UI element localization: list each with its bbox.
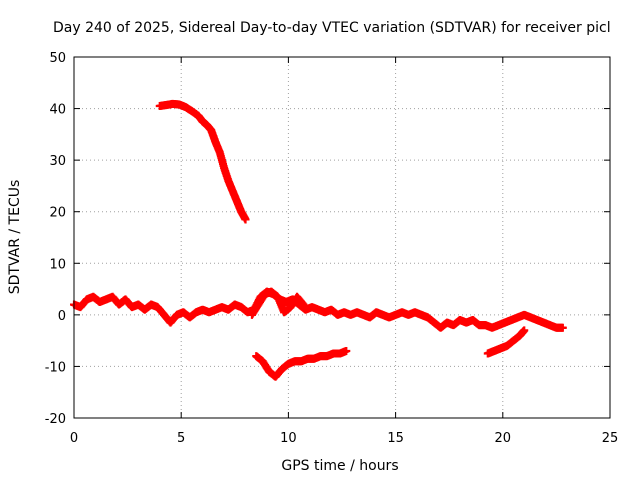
x-tick-label: 20	[495, 431, 512, 446]
x-tick-label: 5	[177, 431, 185, 446]
plot-frame	[73, 56, 611, 419]
data-point	[520, 326, 529, 335]
y-tick-label: -20	[45, 412, 66, 427]
data-point	[342, 346, 351, 355]
series-arc-low-right	[483, 326, 529, 358]
y-tick-label: 50	[49, 51, 66, 66]
data-point	[299, 300, 308, 309]
y-tick-label: 20	[49, 206, 66, 221]
series-arc-main	[70, 287, 567, 332]
x-axis-label: GPS time / hours	[281, 458, 398, 474]
chart-title: Day 240 of 2025, Sidereal Day-to-day VTE…	[53, 20, 611, 36]
x-tick-label: 0	[70, 431, 78, 446]
axis-ticks: 0 5 10 15 20 25 -20 -10 0 10 20 30 40 50	[45, 51, 619, 446]
series-arc-high	[155, 99, 250, 224]
y-tick-label: 40	[49, 103, 66, 118]
y-tick-label: 0	[58, 309, 66, 324]
series-arc-low-left	[252, 346, 351, 381]
x-tick-label: 15	[387, 431, 404, 446]
y-tick-label: 30	[49, 154, 66, 169]
x-tick-label: 25	[602, 431, 619, 446]
data-point	[558, 323, 567, 332]
series-arc-bump	[247, 287, 308, 319]
y-tick-label: 10	[49, 257, 66, 272]
y-tick-label: -10	[45, 360, 66, 375]
data-point	[241, 215, 250, 224]
grid-lines	[74, 57, 610, 418]
data-series	[70, 99, 567, 381]
y-axis-label: SDTVAR / TECUs	[7, 180, 23, 295]
x-tick-label: 10	[280, 431, 297, 446]
